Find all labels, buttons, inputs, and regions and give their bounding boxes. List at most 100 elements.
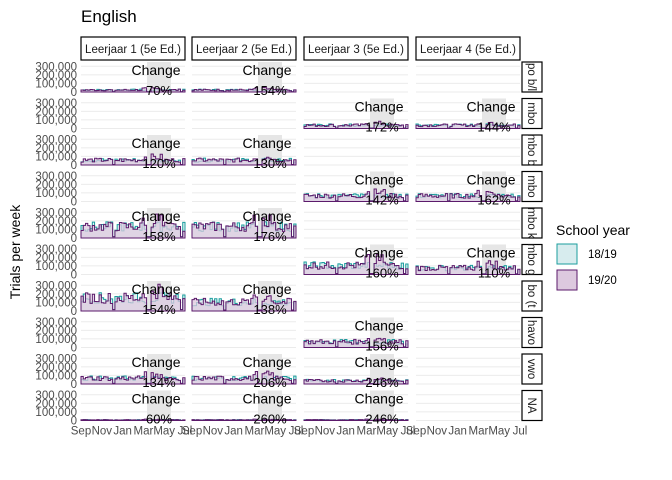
y-tick-label: 300,000 bbox=[35, 134, 77, 146]
row-strip bbox=[521, 61, 543, 93]
x-tick-label: Sep bbox=[294, 426, 314, 438]
y-tick-label: 0 bbox=[71, 343, 77, 355]
change-percent: 176% bbox=[253, 229, 287, 244]
row-strip-label: po b/l bbox=[525, 63, 537, 91]
y-tick-label: 0 bbox=[71, 416, 77, 428]
row-strip-label: vwo bbox=[525, 359, 537, 379]
change-percent: 246% bbox=[365, 375, 399, 390]
change-percent: 162% bbox=[477, 193, 511, 208]
series-area-19/20 bbox=[191, 156, 297, 166]
change-percent: 60% bbox=[146, 412, 172, 427]
change-percent: 260% bbox=[253, 412, 287, 427]
y-tick-label: 200,000 bbox=[35, 179, 77, 191]
change-label: Change bbox=[242, 354, 291, 370]
x-tick-label: May bbox=[376, 426, 398, 438]
series-area-19/20 bbox=[80, 283, 186, 312]
column-strip bbox=[191, 36, 297, 61]
change-label: Change bbox=[131, 281, 180, 297]
y-tick-label: 100,000 bbox=[35, 370, 77, 382]
change-label: Change bbox=[131, 354, 180, 370]
legend-key-18/19 bbox=[556, 243, 578, 265]
x-tick-label: Mar bbox=[244, 426, 264, 438]
row-strip-label: mbo k bbox=[525, 207, 537, 239]
change-percent: 142% bbox=[365, 193, 399, 208]
x-tick-label: Nov bbox=[315, 426, 336, 438]
series-area-19/20 bbox=[303, 337, 409, 348]
column-strip bbox=[80, 36, 186, 61]
series-area-19/20 bbox=[303, 418, 409, 421]
y-tick-label: 200,000 bbox=[35, 398, 77, 410]
y-tick-label: 300,000 bbox=[35, 207, 77, 219]
series-area-19/20 bbox=[80, 371, 186, 385]
row-strip-label: NA bbox=[525, 398, 537, 414]
legend: School year 18/19 19/20 bbox=[556, 222, 630, 291]
change-window bbox=[147, 390, 171, 421]
change-label: Change bbox=[242, 208, 291, 224]
y-tick-label: 100,000 bbox=[35, 188, 77, 200]
y-tick-label: 300,000 bbox=[35, 98, 77, 110]
series-area-19/20 bbox=[303, 120, 409, 129]
change-percent: 130% bbox=[253, 156, 287, 171]
y-tick-label: 200,000 bbox=[35, 362, 77, 374]
series-area-19/20 bbox=[80, 87, 186, 93]
series-area-19/20 bbox=[303, 377, 409, 385]
x-tick-label: Jul bbox=[289, 426, 304, 438]
series-area-19/20 bbox=[191, 86, 297, 93]
x-tick-label: Jan bbox=[224, 426, 243, 438]
y-tick-label: 200,000 bbox=[35, 252, 77, 264]
row-strip bbox=[521, 280, 543, 312]
y-tick-label: 300,000 bbox=[35, 171, 77, 183]
facet-panels: Leerjaar 1 (5e Ed.) Leerjaar 2 (5e Ed.) Le… bbox=[35, 36, 543, 438]
x-tick-label: Sep bbox=[406, 426, 426, 438]
column-strip bbox=[415, 36, 521, 61]
column-strip bbox=[303, 36, 409, 61]
change-percent: 138% bbox=[253, 302, 287, 317]
change-label: Change bbox=[242, 135, 291, 151]
x-tick-label: Mar bbox=[133, 426, 153, 438]
series-area-19/20 bbox=[191, 370, 297, 385]
series-area-19/20 bbox=[415, 121, 521, 129]
row-strip bbox=[521, 243, 543, 276]
row-strip bbox=[521, 389, 543, 422]
x-tick-label: Nov bbox=[203, 426, 224, 438]
row-strip-label: mbo bbox=[525, 175, 537, 197]
x-tick-label: Jan bbox=[113, 426, 132, 438]
change-label: Change bbox=[354, 318, 403, 334]
y-tick-label: 200,000 bbox=[35, 70, 77, 82]
change-label: Change bbox=[466, 172, 515, 188]
change-window bbox=[370, 390, 394, 421]
change-percent: 158% bbox=[142, 229, 176, 244]
x-tick-label: May bbox=[488, 426, 510, 438]
change-label: Change bbox=[242, 62, 291, 78]
change-percent: 206% bbox=[253, 375, 287, 390]
x-tick-label: Sep bbox=[71, 426, 91, 438]
series-area-19/20 bbox=[80, 418, 186, 421]
change-percent: 172% bbox=[365, 120, 399, 135]
change-label: Change bbox=[242, 391, 291, 407]
y-tick-label: 0 bbox=[71, 160, 77, 172]
row-strip-label: mbo b bbox=[525, 134, 537, 166]
x-tick-label: Jan bbox=[336, 426, 355, 438]
y-tick-label: 300,000 bbox=[35, 280, 77, 292]
change-label: Change bbox=[466, 99, 515, 115]
y-tick-label: 200,000 bbox=[35, 106, 77, 118]
y-tick-label: 300,000 bbox=[35, 61, 77, 73]
series-area-19/20 bbox=[303, 188, 409, 202]
column-strip-label: Leerjaar 1 (5e Ed.) bbox=[85, 44, 181, 56]
change-label: Change bbox=[131, 208, 180, 224]
y-tick-label: 100,000 bbox=[35, 115, 77, 127]
y-tick-label: 100,000 bbox=[35, 224, 77, 236]
legend-title: School year bbox=[556, 222, 630, 238]
change-percent: 156% bbox=[365, 339, 399, 354]
change-label: Change bbox=[354, 99, 403, 115]
y-tick-label: 100,000 bbox=[35, 261, 77, 273]
y-tick-label: 100,000 bbox=[35, 78, 77, 90]
y-tick-label: 300,000 bbox=[35, 317, 77, 329]
y-tick-label: 0 bbox=[71, 233, 77, 245]
series-area-19/20 bbox=[191, 418, 297, 421]
change-percent: 110% bbox=[478, 266, 511, 281]
y-axis-title: Trials per week bbox=[7, 204, 23, 299]
column-strip-label: Leerjaar 3 (5e Ed.) bbox=[308, 44, 404, 56]
change-label: Change bbox=[354, 354, 403, 370]
row-strip bbox=[521, 97, 543, 130]
